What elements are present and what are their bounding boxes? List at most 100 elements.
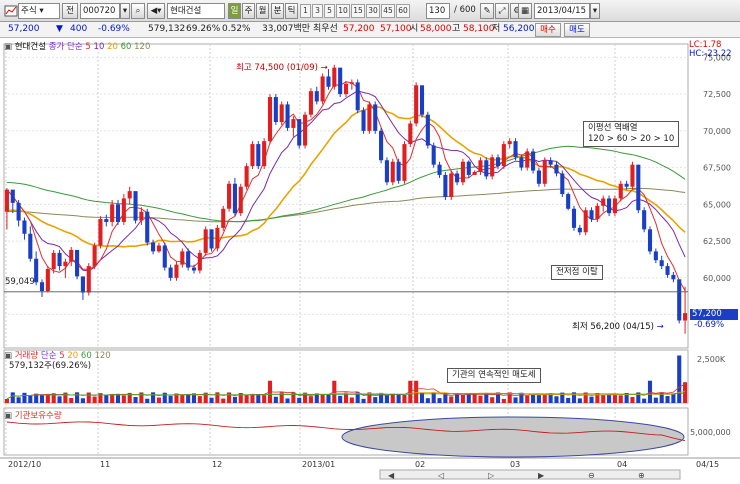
prev-button[interactable]: 전 xyxy=(62,3,78,19)
volume-bar xyxy=(4,398,9,403)
period-button-1[interactable]: 1 xyxy=(300,4,311,18)
volume-bar xyxy=(326,394,331,403)
breakout-annotation: 전저점 이탈 xyxy=(551,265,603,280)
zoom-icon[interactable]: ⤢ xyxy=(495,3,509,19)
volume-bar xyxy=(601,395,606,403)
x-tick-label: 02 xyxy=(415,460,425,469)
high-label: 고 xyxy=(452,24,461,34)
prev-low-label: 59,049 xyxy=(5,277,35,287)
candle xyxy=(215,224,220,252)
volume-bar xyxy=(191,393,197,403)
volume-ma-line xyxy=(6,392,686,400)
candle xyxy=(127,186,132,205)
scroll-control-icon[interactable]: ▷ xyxy=(488,471,495,480)
date-input[interactable]: 2013/04/15 xyxy=(534,3,590,19)
volume-bar xyxy=(472,393,477,403)
ma-reverse-annotation: 이평선 역배열 120 > 60 > 20 > 10 xyxy=(583,121,680,147)
candle xyxy=(408,120,413,148)
volume-bar xyxy=(151,392,156,403)
candle xyxy=(490,154,495,180)
period-button-15[interactable]: 15 xyxy=(351,4,365,18)
period-button-60[interactable]: 60 xyxy=(396,4,410,18)
volume-bar xyxy=(396,394,401,403)
sell-button[interactable]: 매도 xyxy=(564,23,590,37)
candle xyxy=(577,224,582,236)
buy-button[interactable]: 매수 xyxy=(535,23,561,37)
candle xyxy=(566,192,571,211)
panel-frame xyxy=(3,43,689,349)
quote-change-rate: -0.69% xyxy=(98,24,130,34)
volume-bar xyxy=(618,395,623,403)
candle xyxy=(314,86,319,105)
volume-bar xyxy=(308,396,313,403)
candle xyxy=(174,261,179,281)
candle xyxy=(63,258,68,278)
fund-icon[interactable]: 일 xyxy=(228,3,241,19)
y-tick-label: 62,500 xyxy=(703,237,731,246)
candle xyxy=(332,64,337,90)
x-tick-label: 04 xyxy=(617,460,627,469)
volume-bar xyxy=(384,395,389,403)
candle xyxy=(186,248,191,271)
candle xyxy=(28,226,33,262)
code-dropdown-button[interactable]: ▾ xyxy=(120,3,130,19)
volume-bar xyxy=(431,392,436,403)
volume-bar xyxy=(92,396,97,403)
candle xyxy=(361,107,366,134)
candle xyxy=(104,214,109,227)
candle xyxy=(531,148,536,174)
period-button-45[interactable]: 45 xyxy=(381,4,395,18)
period-button-3[interactable]: 3 xyxy=(312,4,323,18)
volume-bar xyxy=(659,392,664,403)
scroll-control-icon[interactable]: ⊖ xyxy=(588,471,595,480)
draw-tool-icon[interactable]: ✎ xyxy=(480,3,494,19)
btn-week[interactable]: 주 xyxy=(242,3,255,19)
btn-tick[interactable]: 틱 xyxy=(285,3,298,19)
volume-bar xyxy=(232,396,237,403)
quote-ask1: 57,200 xyxy=(343,24,375,34)
chart-menu-icon[interactable]: ▣ xyxy=(4,42,13,52)
candle xyxy=(548,157,553,168)
btn-month[interactable]: 월 xyxy=(256,3,269,19)
volume-bar xyxy=(139,392,144,403)
volume-bar xyxy=(168,395,173,403)
candle xyxy=(203,226,208,256)
code-input[interactable]: 000720 xyxy=(80,3,120,19)
date-dropdown-button[interactable]: ▾ xyxy=(590,3,600,19)
volume-bar xyxy=(595,393,600,403)
scroll-control-icon[interactable]: ▶ xyxy=(538,471,545,480)
x-tick-label: 03 xyxy=(510,460,520,469)
chart-scrollbar[interactable] xyxy=(379,469,681,480)
volume-bar xyxy=(490,397,495,403)
stock-chart[interactable]: 75,000 72,500 70,000 67,500 65,000 62,500 60,0… xyxy=(0,38,740,484)
period-button-30[interactable]: 30 xyxy=(366,4,380,18)
candle xyxy=(437,161,442,178)
scroll-control-icon[interactable]: ◁ xyxy=(437,471,444,480)
candle xyxy=(671,271,676,283)
chart-menu-icon[interactable]: ▣ xyxy=(4,411,13,421)
period-button-5[interactable]: 5 xyxy=(324,4,335,18)
candle xyxy=(145,208,150,246)
candle xyxy=(303,111,308,149)
count-input[interactable]: 130 xyxy=(426,3,450,19)
calendar-icon[interactable]: ▦ xyxy=(518,3,532,19)
volume-bar xyxy=(174,393,179,403)
volume-bar xyxy=(519,392,524,403)
scroll-control-icon[interactable]: ⊕ xyxy=(638,471,645,480)
candle xyxy=(4,188,9,230)
volume-bar xyxy=(671,393,676,403)
volume-bar xyxy=(256,394,261,403)
speaker-icon[interactable]: ◀▾ xyxy=(147,3,165,19)
volume-bar xyxy=(273,396,278,403)
quote-open: 58,000 xyxy=(420,24,452,34)
volume-bar xyxy=(285,398,290,403)
btn-minute[interactable]: 분 xyxy=(271,3,284,19)
type-select[interactable]: 주식 ▾ xyxy=(18,3,60,19)
period-button-10[interactable]: 10 xyxy=(336,4,350,18)
candle xyxy=(349,79,354,90)
volume-bar xyxy=(507,392,512,403)
search-icon[interactable]: ⌕ xyxy=(131,3,145,19)
scroll-control-icon[interactable]: ◀ xyxy=(388,471,395,480)
chart-menu-icon[interactable]: ▣ xyxy=(4,351,13,361)
